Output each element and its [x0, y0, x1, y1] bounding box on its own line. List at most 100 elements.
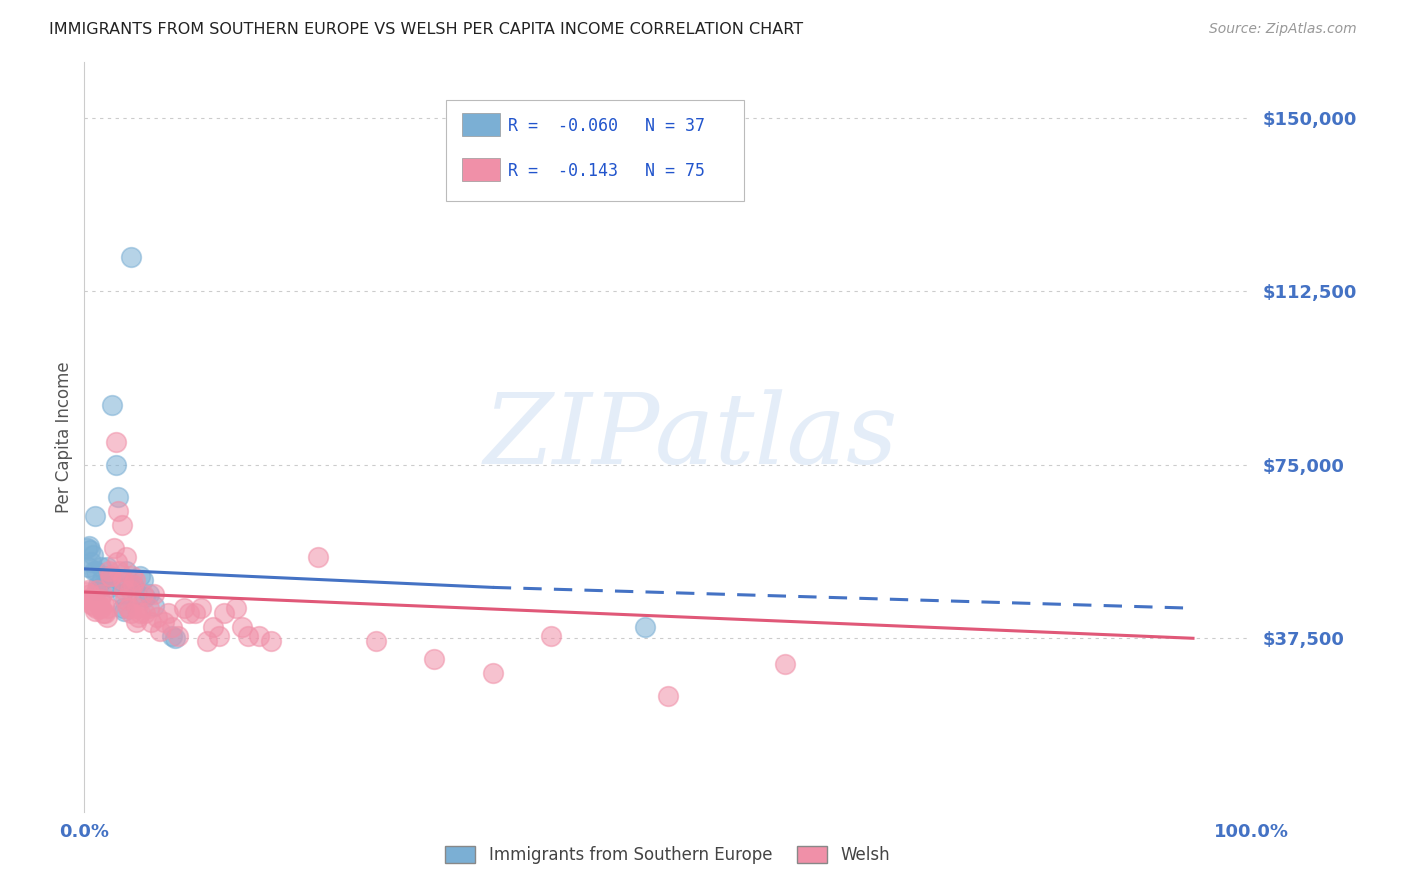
Point: [82, 591, 104, 606]
Point: [139, 615, 162, 629]
Point: [114, 591, 136, 606]
Point: [86, 582, 108, 597]
Text: N = 75: N = 75: [644, 162, 704, 180]
Point: [103, 541, 125, 555]
Point: [120, 250, 142, 264]
Point: [132, 574, 155, 588]
Point: [98, 569, 121, 583]
Point: [125, 601, 148, 615]
Point: [82, 548, 104, 562]
Point: [80, 597, 103, 611]
Point: [96, 559, 118, 574]
Text: ZIPatlas: ZIPatlas: [484, 390, 898, 484]
Point: [117, 601, 139, 615]
Point: [76, 541, 98, 555]
Point: [86, 582, 108, 597]
Point: [166, 629, 188, 643]
Point: [76, 591, 98, 606]
Point: [143, 599, 166, 613]
FancyBboxPatch shape: [463, 159, 499, 181]
Point: [173, 601, 195, 615]
Point: [91, 606, 114, 620]
Point: [143, 587, 166, 601]
Point: [111, 574, 134, 588]
Point: [138, 587, 160, 601]
Point: [90, 559, 112, 574]
Point: [149, 624, 172, 639]
Point: [80, 555, 103, 569]
Point: [112, 603, 135, 617]
Point: [540, 629, 562, 643]
Point: [120, 606, 142, 620]
Point: [97, 601, 120, 615]
Point: [236, 629, 259, 643]
Point: [134, 606, 156, 620]
Point: [125, 587, 148, 601]
Point: [124, 574, 146, 588]
Point: [75, 585, 97, 599]
Point: [101, 398, 124, 412]
Text: N = 37: N = 37: [644, 117, 704, 135]
Point: [107, 490, 129, 504]
Point: [111, 601, 134, 615]
Point: [84, 601, 107, 615]
Point: [90, 601, 112, 615]
Y-axis label: Per Capita Income: Per Capita Income: [55, 361, 73, 513]
Point: [122, 578, 145, 592]
Point: [225, 601, 247, 615]
Point: [179, 606, 201, 620]
Point: [157, 606, 180, 620]
Point: [118, 582, 141, 597]
Point: [481, 665, 505, 680]
Point: [108, 564, 131, 578]
Point: [118, 601, 141, 615]
Point: [190, 601, 212, 615]
Point: [104, 434, 127, 449]
Point: [100, 569, 122, 583]
Point: [111, 518, 134, 533]
Point: [118, 578, 141, 592]
Point: [633, 620, 655, 634]
Point: [152, 615, 174, 629]
Point: [115, 564, 138, 578]
Legend: Immigrants from Southern Europe, Welsh: Immigrants from Southern Europe, Welsh: [439, 839, 897, 871]
Point: [83, 508, 105, 523]
Point: [201, 620, 224, 634]
Point: [132, 587, 155, 601]
Point: [129, 569, 152, 583]
Point: [214, 606, 236, 620]
Point: [94, 606, 117, 620]
Point: [195, 633, 218, 648]
Point: [307, 550, 329, 565]
Text: IMMIGRANTS FROM SOUTHERN EUROPE VS WELSH PER CAPITA INCOME CORRELATION CHART: IMMIGRANTS FROM SOUTHERN EUROPE VS WELSH…: [49, 22, 803, 37]
Point: [111, 587, 134, 601]
Point: [773, 657, 796, 671]
Point: [76, 582, 98, 597]
Point: [87, 578, 110, 592]
Point: [260, 633, 283, 648]
Point: [165, 632, 187, 646]
Point: [145, 610, 167, 624]
Point: [84, 564, 107, 578]
Point: [423, 652, 446, 666]
Point: [96, 610, 118, 624]
Point: [83, 603, 105, 617]
Point: [138, 601, 160, 615]
Point: [121, 569, 143, 583]
Point: [77, 539, 100, 553]
Point: [93, 578, 115, 592]
Point: [83, 599, 105, 613]
Point: [134, 590, 156, 604]
Text: Source: ZipAtlas.com: Source: ZipAtlas.com: [1209, 22, 1357, 37]
Point: [112, 582, 135, 597]
Point: [366, 633, 388, 648]
Point: [127, 610, 149, 624]
Point: [93, 597, 115, 611]
Text: R =  -0.060: R = -0.060: [508, 117, 619, 135]
Point: [207, 629, 229, 643]
Point: [249, 629, 271, 643]
Text: R =  -0.143: R = -0.143: [508, 162, 619, 180]
Point: [105, 555, 128, 569]
Point: [79, 587, 101, 601]
Point: [129, 606, 152, 620]
